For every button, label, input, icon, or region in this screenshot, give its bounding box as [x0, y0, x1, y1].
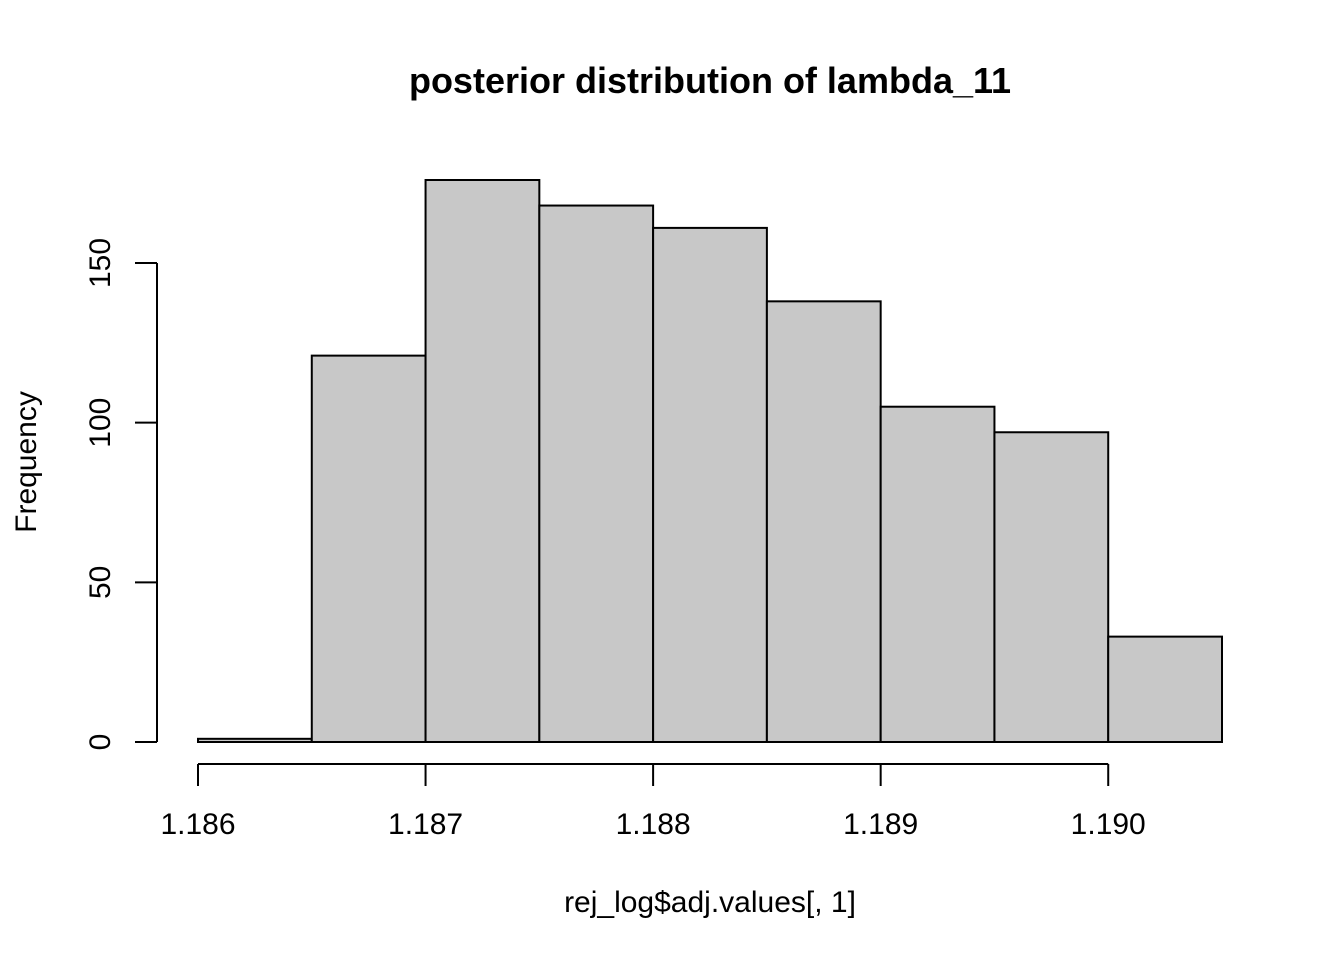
- histogram-bar-1: [197, 737, 313, 744]
- y-tick-label: 50: [84, 566, 117, 599]
- x-axis-label: rej_log$adj.values[, 1]: [564, 886, 856, 919]
- x-tick-label: 1.188: [616, 808, 691, 841]
- bars-group: [197, 179, 1223, 744]
- x-tick-label: 1.186: [160, 808, 235, 841]
- histogram-bar-2: [310, 354, 427, 743]
- y-tick-label: 0: [84, 734, 117, 751]
- x-axis: 1.186 1.187 1.188 1.189 1.190: [160, 763, 1146, 841]
- histogram-bar-8: [993, 431, 1110, 743]
- histogram-bar-7: [879, 405, 996, 743]
- histogram-bar-9: [1107, 635, 1223, 743]
- histogram-bar-6: [765, 300, 882, 743]
- y-axis: 0 50 100 150: [84, 238, 158, 751]
- x-tick-label: 1.189: [843, 808, 918, 841]
- x-tick-label: 1.190: [1071, 808, 1146, 841]
- y-tick-label: 150: [84, 238, 117, 288]
- histogram-bar-4: [538, 204, 655, 743]
- x-tick-label: 1.187: [388, 808, 463, 841]
- chart-title: posterior distribution of lambda_11: [409, 60, 1011, 101]
- y-axis-label: Frequency: [10, 391, 43, 533]
- histogram-bar-3: [424, 179, 541, 743]
- y-tick-label: 100: [84, 398, 117, 448]
- histogram-bar-5: [652, 226, 768, 744]
